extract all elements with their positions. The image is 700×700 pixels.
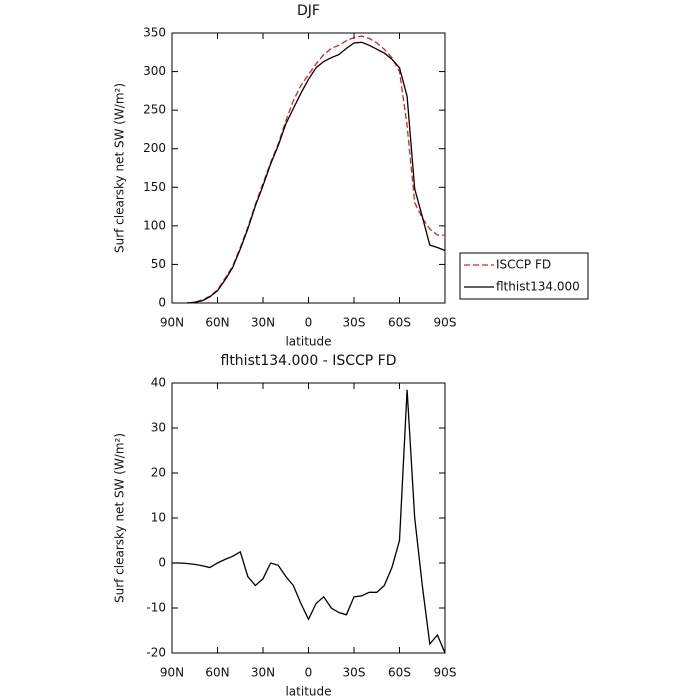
x-tick-label: 60S	[388, 316, 411, 330]
x-tick-label: 0	[305, 666, 313, 680]
y-tick-label: 40	[151, 376, 166, 390]
x-tick-label: 90N	[160, 666, 184, 680]
x-tick-label: 90S	[434, 316, 457, 330]
data-line	[187, 41, 446, 304]
x-tick-label: 90S	[434, 666, 457, 680]
y-tick-label: 10	[151, 511, 166, 525]
x-axis-label: latitude	[285, 335, 331, 349]
y-axis-label: Surf clearsky net SW (W/m²)	[113, 83, 127, 253]
y-tick-label: 250	[143, 103, 166, 117]
y-tick-label: 0	[158, 556, 166, 570]
plot-frame	[171, 32, 446, 304]
y-tick-label: 350	[143, 26, 166, 40]
x-tick-label: 60S	[388, 666, 411, 680]
x-tick-label: 90N	[160, 316, 184, 330]
y-tick-label: 200	[143, 141, 166, 155]
x-tick-label: 30S	[343, 666, 366, 680]
y-tick-label: 30	[151, 421, 166, 435]
chart-title: DJF	[297, 3, 320, 19]
y-tick-label: -20	[146, 646, 166, 660]
x-axis-label: latitude	[285, 685, 331, 699]
x-tick-label: 30N	[251, 316, 275, 330]
data-line	[172, 389, 446, 654]
data-line	[187, 35, 445, 304]
legend-label: ISCCP FD	[496, 258, 551, 272]
x-tick-label: 0	[305, 316, 313, 330]
plot-frame	[171, 382, 446, 654]
legend-label: flthist134.000	[496, 280, 580, 294]
y-tick-label: 50	[151, 257, 166, 271]
y-tick-label: 20	[151, 466, 166, 480]
y-tick-label: 100	[143, 218, 166, 232]
legend-box	[459, 252, 589, 300]
x-tick-label: 60N	[205, 666, 229, 680]
y-tick-label: 0	[158, 296, 166, 310]
chart-title: flthist134.000 - ISCCP FD	[221, 353, 397, 369]
y-axis-label: Surf clearsky net SW (W/m²)	[113, 433, 127, 603]
y-tick-label: -10	[146, 601, 166, 615]
x-tick-label: 60N	[205, 316, 229, 330]
y-tick-label: 150	[143, 180, 166, 194]
y-tick-label: 300	[143, 64, 166, 78]
x-tick-label: 30S	[343, 316, 366, 330]
x-tick-label: 30N	[251, 666, 275, 680]
